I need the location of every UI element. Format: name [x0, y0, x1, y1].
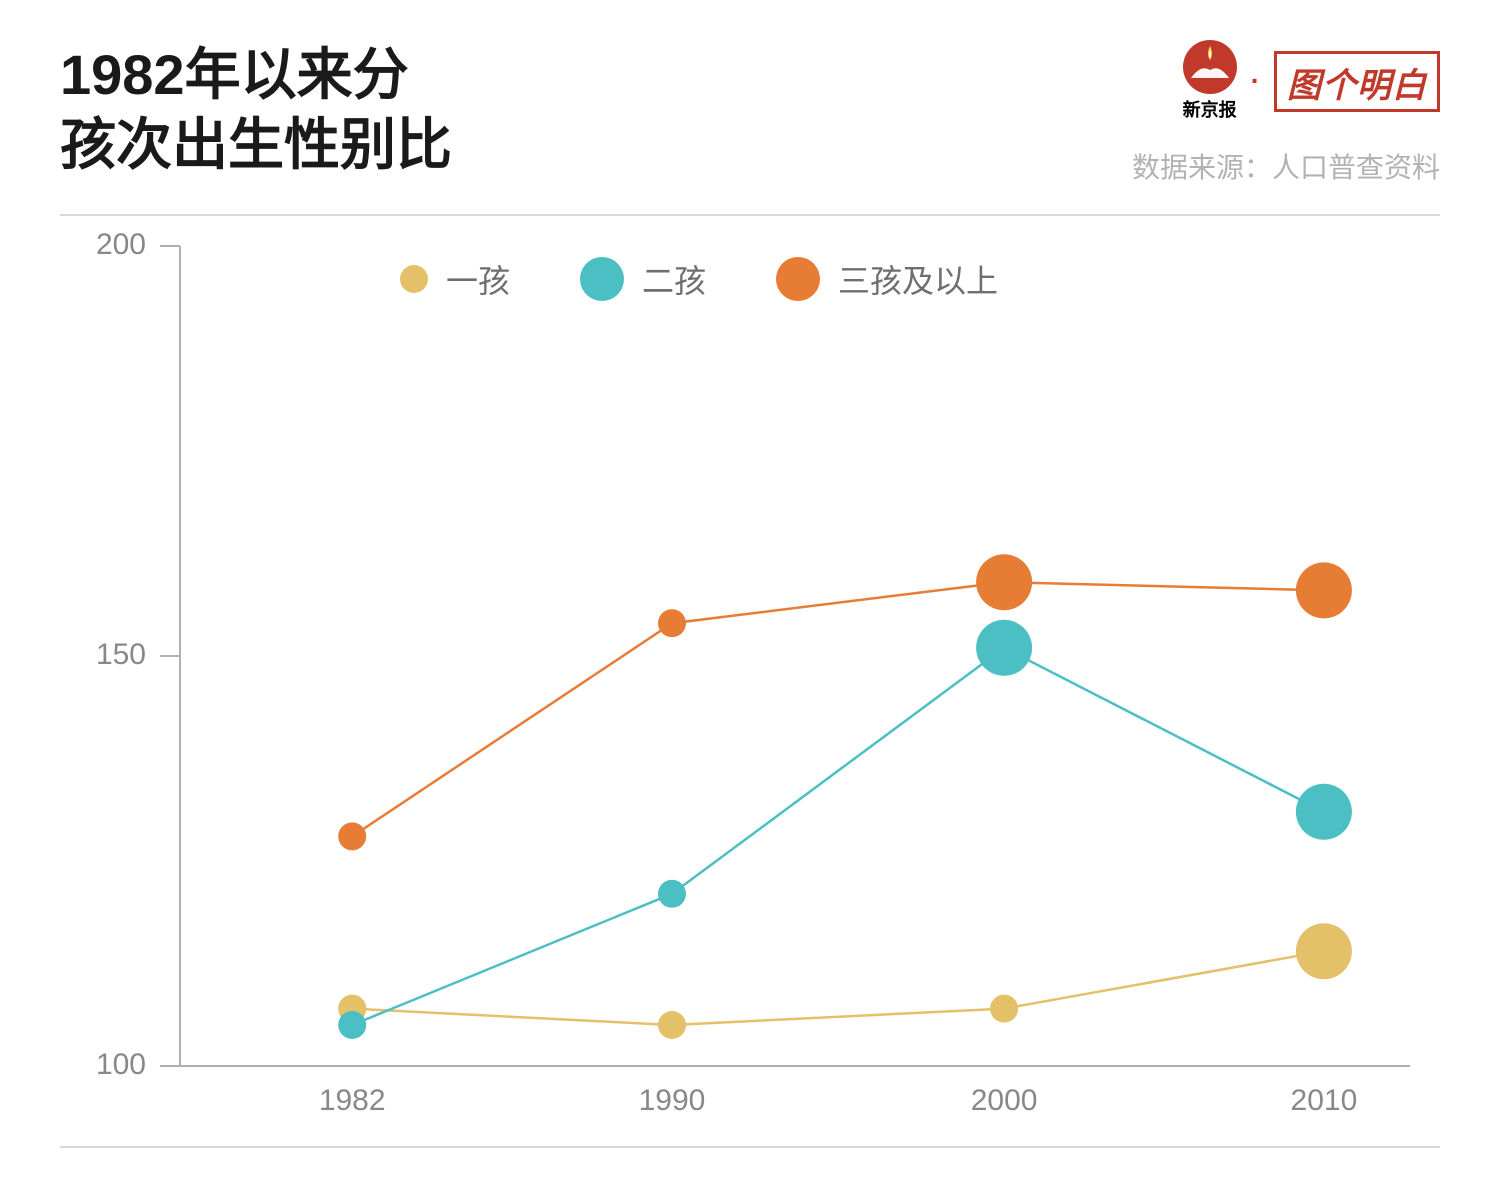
series-marker-s3: [1296, 562, 1352, 618]
logo-row: 新京报 · 图个明白: [1132, 40, 1440, 122]
data-source: 数据来源：人口普查资料: [1132, 146, 1440, 186]
publisher-logo: 新京报: [1183, 40, 1237, 122]
legend-marker-icon: [580, 257, 624, 301]
header-right: 新京报 · 图个明白 数据来源：人口普查资料: [1132, 40, 1440, 186]
legend-label: 三孩及以上: [838, 256, 998, 302]
legend-item-s1: 一孩: [400, 256, 510, 302]
legend-item-s2: 二孩: [580, 256, 706, 302]
legend: 一孩 二孩 三孩及以上: [400, 256, 998, 302]
series-marker-s1: [990, 995, 1018, 1023]
series-line-s3: [352, 582, 1324, 836]
legend-marker-icon: [776, 257, 820, 301]
header: 1982年以来分 孩次出生性别比 新京报 · 图个明白 数据来源：人: [0, 0, 1500, 186]
series-marker-s3: [658, 609, 686, 637]
title-line-2: 孩次出生性别比: [60, 110, 452, 180]
y-tick-label: 100: [60, 1048, 146, 1082]
chart-area: 100 150 200 1982 1990 2000 2010 一孩 二孩 三孩及以上: [60, 216, 1440, 1146]
legend-label: 二孩: [642, 256, 706, 302]
bottom-divider: [60, 1146, 1440, 1148]
chart-title: 1982年以来分 孩次出生性别比: [60, 40, 452, 180]
title-line-1: 1982年以来分: [60, 40, 452, 110]
brand-box: 图个明白: [1274, 51, 1440, 112]
legend-label: 一孩: [446, 256, 510, 302]
series-marker-s2: [658, 880, 686, 908]
series-marker-s2: [976, 620, 1032, 676]
series-line-s1: [352, 951, 1324, 1025]
y-tick-label: 200: [60, 228, 146, 262]
flame-badge-icon: [1183, 40, 1237, 94]
x-tick-label: 1990: [639, 1084, 706, 1118]
x-tick-label: 1982: [319, 1084, 386, 1118]
dot-separator-icon: ·: [1251, 67, 1260, 95]
series-marker-s2: [338, 1011, 366, 1039]
series-marker-s2: [1296, 784, 1352, 840]
x-tick-label: 2000: [971, 1084, 1038, 1118]
legend-item-s3: 三孩及以上: [776, 256, 998, 302]
brand-text: 图个明白: [1287, 67, 1427, 105]
series-line-s2: [352, 648, 1324, 1025]
legend-marker-icon: [400, 265, 428, 293]
x-tick-label: 2010: [1291, 1084, 1358, 1118]
chart-svg: [60, 216, 1440, 1146]
series-marker-s3: [976, 554, 1032, 610]
y-tick-label: 150: [60, 638, 146, 672]
series-marker-s1: [1296, 923, 1352, 979]
series-marker-s3: [338, 822, 366, 850]
series-marker-s1: [658, 1011, 686, 1039]
publisher-name: 新京报: [1183, 96, 1237, 122]
